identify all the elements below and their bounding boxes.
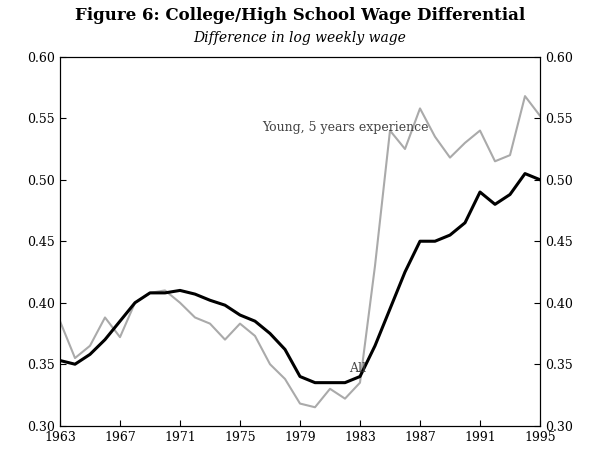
Text: Young, 5 years experience: Young, 5 years experience [263,121,429,134]
Text: Difference in log weekly wage: Difference in log weekly wage [194,31,406,45]
Text: All: All [349,362,367,375]
Text: Figure 6: College/High School Wage Differential: Figure 6: College/High School Wage Diffe… [75,7,525,24]
